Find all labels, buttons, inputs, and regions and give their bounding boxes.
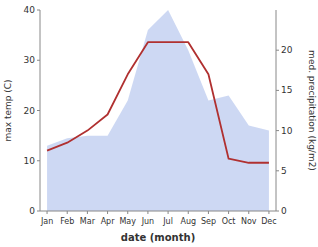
y2-tick-label: 15 (281, 85, 292, 95)
y2-tick-label: 20 (281, 45, 293, 55)
y-tick (37, 160, 40, 161)
right-axis (276, 10, 277, 211)
x-tick-label: Jan (40, 217, 53, 226)
x-tick-label: May (119, 217, 136, 226)
x-tick-label: Jun (141, 217, 155, 226)
x-axis-label: date (month) (121, 232, 195, 243)
x-tick (168, 211, 169, 214)
y2-axis-label: med. precipitation (kg/m2) (307, 50, 317, 171)
x-axis (40, 211, 276, 212)
x-tick (87, 211, 88, 214)
y-tick-label: 0 (29, 206, 35, 216)
y-tick (37, 10, 40, 11)
chart: 0 10 20 30 40 0 5 10 15 20 Jan Feb Mar AprMay Jun Jul Au… (0, 0, 318, 247)
y-axis-label: max temp (C) (3, 79, 13, 141)
x-tick (228, 211, 229, 214)
y2-tick (276, 170, 279, 171)
x-tick (268, 211, 269, 214)
y2-tick-label: 5 (281, 166, 287, 176)
y-tick (37, 211, 40, 212)
x-tick-label: Apr (101, 217, 116, 226)
x-tick (248, 211, 249, 214)
y-tick (37, 110, 40, 111)
y-tick-label: 30 (24, 55, 36, 65)
y2-tick-label: 0 (281, 206, 287, 216)
x-tick-label: Oct (222, 217, 236, 226)
y2-tick (276, 90, 279, 91)
temperature-area (47, 10, 269, 211)
y2-tick (276, 130, 279, 131)
plot-area (47, 10, 269, 211)
x-tick (188, 211, 189, 214)
precipitation-line (47, 42, 269, 163)
y-tick (37, 60, 40, 61)
y-tick-label: 10 (24, 156, 36, 166)
x-tick-label: Jul (162, 217, 173, 226)
x-tick (47, 211, 48, 214)
y-tick-label: 20 (24, 106, 36, 116)
x-tick (107, 211, 108, 214)
x-tick-label: Aug (180, 217, 196, 226)
x-tick-label: Feb (60, 217, 74, 226)
x-tick-label: Sep (201, 217, 216, 226)
y-tick-label: 40 (24, 5, 36, 15)
x-tick (67, 211, 68, 214)
x-tick-label: Nov (241, 217, 257, 226)
x-tick-label: Mar (80, 217, 96, 226)
x-tick (147, 211, 148, 214)
y2-tick (276, 50, 279, 51)
x-tick-label: Dec (261, 217, 276, 226)
y2-tick-label: 10 (281, 126, 293, 136)
x-tick (208, 211, 209, 214)
x-tick (127, 211, 128, 214)
y2-tick (276, 211, 279, 212)
